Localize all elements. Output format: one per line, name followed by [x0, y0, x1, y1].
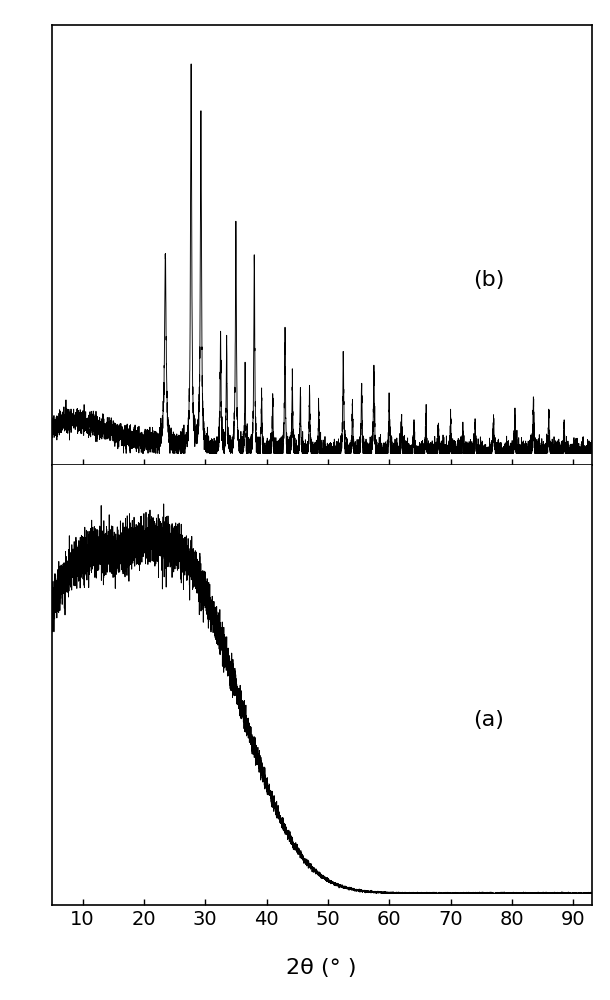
Text: (a): (a) — [473, 710, 504, 730]
Text: (b): (b) — [473, 270, 504, 290]
Text: 2θ (° ): 2θ (° ) — [286, 958, 357, 978]
